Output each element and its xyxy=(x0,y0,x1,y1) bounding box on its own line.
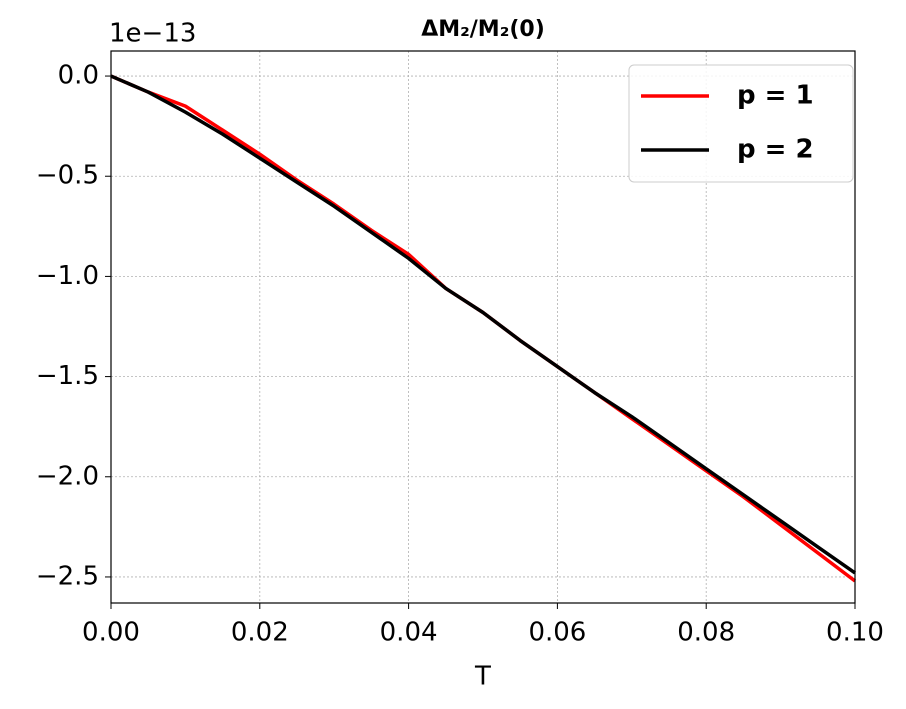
y-offset-label: 1e−13 xyxy=(109,19,196,49)
legend-label: p = 1 xyxy=(737,81,814,111)
x-tick-label: 0.00 xyxy=(82,618,140,648)
y-tick-label: 0.0 xyxy=(58,61,99,91)
plot-frame xyxy=(110,50,856,604)
chart-title: ΔM₂/M₂(0) xyxy=(421,17,545,42)
x-axis-label: T xyxy=(474,662,491,692)
x-tick-label: 0.04 xyxy=(380,618,438,648)
y-tick-label: −1.5 xyxy=(36,361,99,391)
y-tick-label: −0.5 xyxy=(36,161,99,191)
y-tick-label: −2.0 xyxy=(36,461,99,491)
y-tick-label: −1.0 xyxy=(36,261,99,291)
legend-label: p = 2 xyxy=(737,135,814,165)
x-tick-label: 0.10 xyxy=(826,618,884,648)
x-tick-label: 0.08 xyxy=(677,618,735,648)
data-line xyxy=(110,74,857,575)
y-tick-label: −2.5 xyxy=(36,561,99,591)
x-tick-label: 0.02 xyxy=(231,618,289,648)
x-tick-label: 0.06 xyxy=(528,618,586,648)
